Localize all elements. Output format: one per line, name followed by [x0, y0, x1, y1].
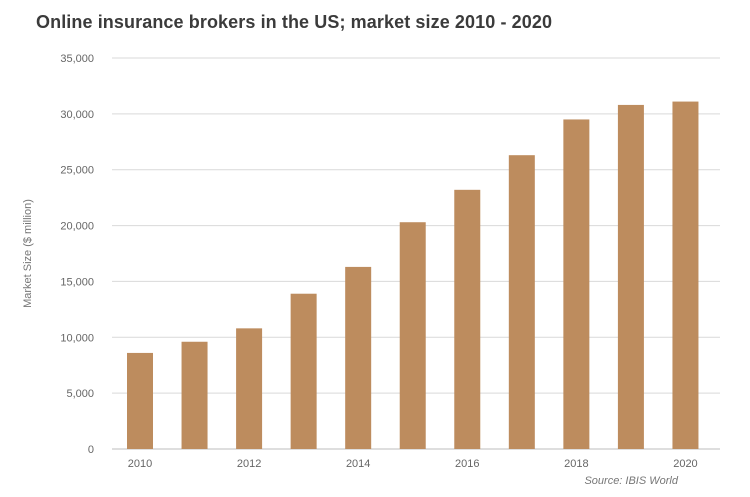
y-tick-label: 25,000 [60, 165, 94, 177]
bar-2012 [236, 328, 263, 449]
bar-2018 [563, 119, 590, 449]
x-tick-label: 2010 [128, 458, 152, 470]
bar-2015 [399, 222, 426, 449]
y-axis-title: Market Size ($ million) [22, 199, 34, 308]
bar-2013 [290, 293, 317, 449]
source-note: Source: IBIS World [584, 475, 678, 487]
y-tick-label: 15,000 [60, 276, 94, 288]
bar-2011 [181, 341, 208, 449]
x-tick-label: 2018 [564, 458, 588, 470]
bar-2014 [345, 266, 372, 449]
y-tick-label: 35,000 [60, 53, 94, 65]
bar-2019 [617, 104, 644, 450]
y-tick-label: 5,000 [66, 388, 94, 400]
x-tick-label: 2016 [455, 458, 479, 470]
bar-2020 [672, 101, 699, 449]
y-tick-label: 10,000 [60, 332, 94, 344]
x-tick-label: 2014 [346, 458, 370, 470]
bar-2016 [454, 189, 481, 449]
y-tick-label: 0 [88, 444, 94, 456]
x-tick-label: 2012 [237, 458, 261, 470]
x-tick-label: 2020 [673, 458, 697, 470]
bar-2010 [127, 352, 153, 449]
y-tick-label: 20,000 [60, 221, 94, 233]
bar-2017 [508, 155, 535, 450]
chart-title: Online insurance brokers in the US; mark… [36, 12, 553, 32]
y-tick-label: 30,000 [60, 109, 94, 121]
